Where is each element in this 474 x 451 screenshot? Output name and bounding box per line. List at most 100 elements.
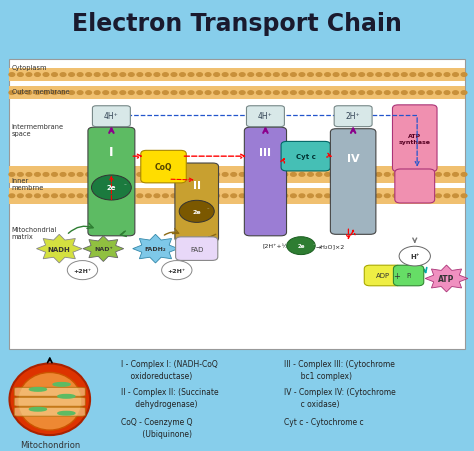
Circle shape	[154, 173, 160, 177]
FancyBboxPatch shape	[14, 397, 85, 406]
Circle shape	[214, 194, 219, 198]
Circle shape	[384, 194, 390, 198]
Circle shape	[350, 173, 356, 177]
Text: FAD: FAD	[190, 246, 203, 252]
Text: Mitochondrial
matrix: Mitochondrial matrix	[12, 226, 57, 239]
Text: I: I	[109, 146, 114, 159]
Text: +2H⁺: +2H⁺	[168, 268, 186, 273]
Circle shape	[43, 92, 49, 95]
Text: +2H⁺: +2H⁺	[73, 268, 91, 273]
Circle shape	[137, 74, 143, 77]
Circle shape	[77, 194, 83, 198]
Circle shape	[265, 173, 271, 177]
Circle shape	[197, 173, 202, 177]
Circle shape	[137, 173, 143, 177]
Circle shape	[180, 74, 185, 77]
Text: bc1 complex): bc1 complex)	[284, 371, 352, 380]
FancyBboxPatch shape	[9, 167, 465, 183]
Text: II: II	[193, 180, 201, 190]
Text: 4H⁺: 4H⁺	[258, 112, 273, 121]
Text: Intermembrane
space: Intermembrane space	[12, 124, 64, 137]
Circle shape	[359, 194, 365, 198]
Circle shape	[154, 194, 160, 198]
Circle shape	[128, 74, 134, 77]
Circle shape	[180, 173, 185, 177]
Text: H⁺: H⁺	[410, 253, 419, 259]
Circle shape	[111, 92, 117, 95]
Circle shape	[58, 395, 75, 398]
Text: Electron Transport Chain: Electron Transport Chain	[72, 12, 402, 37]
Circle shape	[86, 194, 91, 198]
Circle shape	[444, 92, 450, 95]
Text: ATP
synthase: ATP synthase	[399, 133, 431, 144]
Circle shape	[26, 74, 32, 77]
Circle shape	[163, 194, 168, 198]
Circle shape	[35, 173, 40, 177]
Text: II - Complex II: (Succinate: II - Complex II: (Succinate	[121, 387, 219, 396]
Circle shape	[214, 74, 219, 77]
Circle shape	[350, 194, 356, 198]
Circle shape	[316, 194, 322, 198]
FancyBboxPatch shape	[9, 69, 465, 82]
Circle shape	[282, 92, 288, 95]
Circle shape	[60, 173, 66, 177]
Circle shape	[9, 74, 15, 77]
FancyBboxPatch shape	[175, 237, 218, 261]
Circle shape	[162, 261, 192, 280]
Circle shape	[18, 173, 23, 177]
Circle shape	[273, 194, 279, 198]
Circle shape	[94, 194, 100, 198]
Circle shape	[265, 194, 271, 198]
Text: ⁻: ⁻	[123, 184, 126, 189]
Text: III: III	[259, 147, 272, 157]
Circle shape	[453, 74, 458, 77]
Text: →H₂O]×2: →H₂O]×2	[315, 244, 345, 249]
Polygon shape	[425, 266, 468, 292]
Circle shape	[231, 173, 237, 177]
Circle shape	[444, 74, 450, 77]
Circle shape	[436, 92, 441, 95]
Circle shape	[325, 173, 330, 177]
Circle shape	[325, 92, 330, 95]
Text: CoQ: CoQ	[155, 163, 172, 172]
Text: FADH₂: FADH₂	[145, 247, 166, 252]
Circle shape	[384, 92, 390, 95]
FancyBboxPatch shape	[393, 266, 424, 286]
Circle shape	[265, 92, 271, 95]
FancyBboxPatch shape	[365, 266, 402, 286]
Text: 2e: 2e	[107, 185, 116, 191]
Circle shape	[60, 92, 66, 95]
Circle shape	[316, 173, 322, 177]
Circle shape	[29, 408, 46, 411]
Ellipse shape	[9, 364, 90, 435]
Circle shape	[171, 92, 177, 95]
FancyBboxPatch shape	[9, 60, 465, 349]
Circle shape	[427, 92, 433, 95]
Circle shape	[58, 411, 75, 415]
FancyBboxPatch shape	[141, 151, 186, 184]
Circle shape	[77, 173, 83, 177]
Circle shape	[419, 74, 424, 77]
Circle shape	[427, 74, 433, 77]
Circle shape	[35, 74, 40, 77]
Circle shape	[282, 74, 288, 77]
Circle shape	[43, 194, 49, 198]
Text: ⁻: ⁻	[207, 207, 210, 212]
Circle shape	[350, 92, 356, 95]
Circle shape	[248, 92, 254, 95]
Circle shape	[128, 92, 134, 95]
Circle shape	[256, 74, 262, 77]
Text: 4H⁺: 4H⁺	[104, 112, 119, 121]
Text: NAD⁺: NAD⁺	[94, 247, 113, 252]
Circle shape	[18, 92, 23, 95]
Circle shape	[188, 194, 194, 198]
Text: ATP: ATP	[438, 274, 455, 283]
Circle shape	[60, 194, 66, 198]
Circle shape	[214, 92, 219, 95]
FancyBboxPatch shape	[88, 128, 135, 236]
Circle shape	[137, 194, 143, 198]
Text: IV: IV	[347, 153, 359, 163]
Circle shape	[69, 194, 74, 198]
Circle shape	[427, 173, 433, 177]
Circle shape	[359, 173, 365, 177]
